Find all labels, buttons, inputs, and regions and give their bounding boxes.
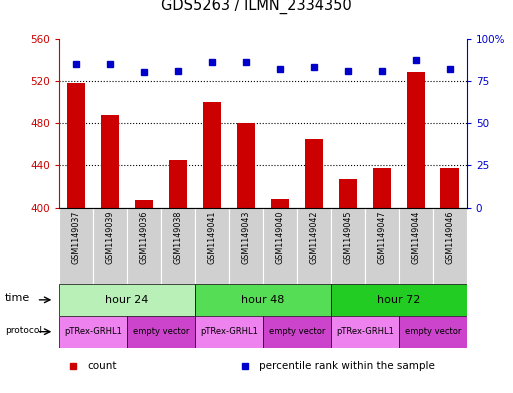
Text: GSM1149044: GSM1149044 [411, 211, 420, 264]
Text: GSM1149043: GSM1149043 [242, 211, 250, 264]
Text: hour 24: hour 24 [105, 295, 149, 305]
Bar [331, 208, 365, 284]
Text: GSM1149046: GSM1149046 [445, 211, 455, 264]
Bar [127, 316, 195, 348]
Bar [331, 316, 399, 348]
Text: GSM1149037: GSM1149037 [71, 211, 81, 264]
Text: empty vector: empty vector [269, 327, 325, 336]
Bar [203, 102, 221, 393]
Bar [59, 208, 93, 284]
Bar [161, 208, 195, 284]
Text: time: time [5, 293, 30, 303]
Bar [441, 169, 459, 393]
Text: GSM1149041: GSM1149041 [207, 211, 216, 264]
Bar [59, 316, 127, 348]
Bar [372, 169, 391, 393]
Bar [67, 83, 85, 393]
Text: hour 72: hour 72 [377, 295, 421, 305]
Bar [365, 208, 399, 284]
Bar [169, 160, 187, 393]
Bar [263, 316, 331, 348]
Bar [101, 115, 120, 393]
Bar [305, 139, 323, 393]
Text: GSM1149040: GSM1149040 [275, 211, 284, 264]
Bar [297, 208, 331, 284]
Text: pTRex-GRHL1: pTRex-GRHL1 [336, 327, 394, 336]
Bar [399, 208, 433, 284]
Bar [270, 199, 289, 393]
Bar [399, 316, 467, 348]
Bar [229, 208, 263, 284]
Text: hour 48: hour 48 [241, 295, 285, 305]
Text: pTRex-GRHL1: pTRex-GRHL1 [64, 327, 122, 336]
Text: protocol: protocol [5, 325, 42, 334]
Bar [195, 316, 263, 348]
Text: GSM1149039: GSM1149039 [106, 211, 114, 264]
Text: count: count [88, 361, 117, 371]
Bar [134, 200, 153, 393]
Text: GSM1149042: GSM1149042 [309, 211, 319, 264]
Bar [195, 284, 331, 316]
Bar [339, 179, 357, 393]
Bar [59, 284, 195, 316]
Text: pTRex-GRHL1: pTRex-GRHL1 [200, 327, 258, 336]
Bar [236, 123, 255, 393]
Text: GSM1149045: GSM1149045 [343, 211, 352, 264]
Text: GSM1149038: GSM1149038 [173, 211, 183, 264]
Bar [127, 208, 161, 284]
Text: GSM1149036: GSM1149036 [140, 211, 148, 264]
Bar [406, 72, 425, 393]
Text: empty vector: empty vector [133, 327, 189, 336]
Bar [195, 208, 229, 284]
Bar [331, 284, 467, 316]
Bar [263, 208, 297, 284]
Bar [93, 208, 127, 284]
Text: GDS5263 / ILMN_2334350: GDS5263 / ILMN_2334350 [161, 0, 352, 14]
Text: GSM1149047: GSM1149047 [378, 211, 386, 264]
Text: percentile rank within the sample: percentile rank within the sample [259, 361, 435, 371]
Bar [433, 208, 467, 284]
Text: empty vector: empty vector [405, 327, 461, 336]
